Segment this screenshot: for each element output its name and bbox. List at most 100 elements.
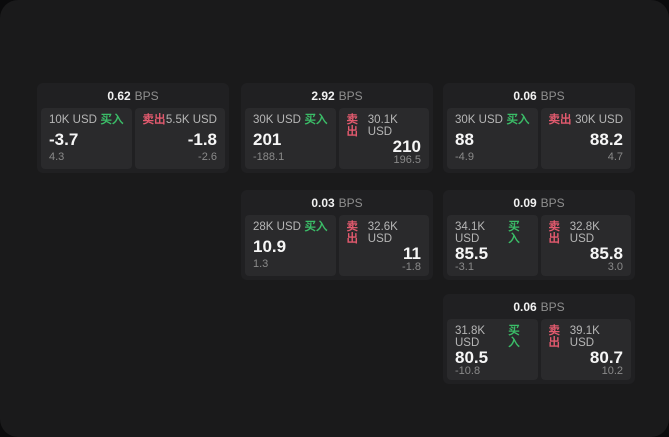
quote-card-body: 30K USD 买入 201 -188.1 卖出 30.1K USD 210 1… (241, 108, 433, 173)
sell-toprow: 卖出 32.6K USD (346, 221, 422, 245)
bps-header: 0.06 BPS (443, 83, 635, 108)
sell-toprow: 卖出 30K USD (548, 114, 624, 127)
sell-delta: -1.8 (402, 261, 421, 273)
buy-quote-panel[interactable]: 34.1K USD 买入 85.5 -3.1 (447, 215, 538, 276)
sell-delta: -2.6 (198, 151, 217, 163)
sell-price: 80.7 (589, 348, 623, 367)
sell-tag: 卖出 (346, 221, 359, 245)
sell-tag: 卖出 (142, 114, 166, 126)
buy-toprow: 34.1K USD 买入 (455, 221, 530, 245)
buy-notional: 34.1K USD (455, 221, 486, 245)
buy-tag: 买入 (508, 221, 520, 245)
sell-quote-panel[interactable]: 卖出 39.1K USD 80.7 10.2 (540, 319, 631, 380)
bps-header: 0.09 BPS (443, 190, 635, 215)
bps-unit-label: BPS (540, 299, 565, 314)
quote-card: 0.06 BPS 30K USD 买入 88 -4.9 卖出 30K USD 8… (443, 83, 635, 173)
buy-quote-panel[interactable]: 10K USD 买入 -3.7 4.3 (41, 108, 132, 169)
bps-unit-label: BPS (338, 88, 363, 103)
buy-tag: 买入 (506, 114, 530, 126)
sell-quote-panel[interactable]: 卖出 30.1K USD 210 196.5 (338, 108, 429, 169)
buy-notional: 30K USD (455, 114, 503, 126)
sell-quote-panel[interactable]: 卖出 5.5K USD -1.8 -2.6 (134, 108, 225, 169)
quote-card: 0.03 BPS 28K USD 买入 10.9 1.3 卖出 32.6K US… (241, 190, 433, 280)
buy-quote-panel[interactable]: 31.8K USD 买入 80.5 -10.8 (447, 319, 538, 380)
buy-tag: 买入 (304, 221, 328, 233)
buy-price: 10.9 (253, 236, 287, 256)
buy-price: -3.7 (49, 129, 79, 149)
buy-notional: 30K USD (253, 114, 301, 126)
buy-tag: 买入 (508, 325, 520, 349)
sell-delta: 10.2 (601, 365, 623, 377)
buy-toprow: 28K USD 买入 (253, 221, 328, 234)
sell-delta: 196.5 (393, 154, 421, 166)
sell-notional: 30.1K USD (367, 114, 398, 138)
sell-quote-panel[interactable]: 卖出 32.8K USD 85.8 3.0 (540, 215, 631, 276)
bps-value: 0.62 (107, 88, 131, 103)
bps-value: 0.03 (311, 195, 335, 210)
buy-quote-panel[interactable]: 28K USD 买入 10.9 1.3 (245, 215, 336, 276)
bps-header: 0.03 BPS (241, 190, 433, 215)
buy-delta: -188.1 (253, 151, 285, 163)
bps-value: 0.06 (513, 88, 537, 103)
buy-toprow: 10K USD 买入 (49, 114, 124, 127)
quote-card-body: 28K USD 买入 10.9 1.3 卖出 32.6K USD 11 -1.8 (241, 215, 433, 280)
buy-quote-panel[interactable]: 30K USD 买入 201 -188.1 (245, 108, 336, 169)
sell-price: 11 (403, 244, 421, 263)
bps-header: 0.06 BPS (443, 294, 635, 319)
buy-delta: 4.3 (49, 151, 65, 163)
buy-notional: 28K USD (253, 221, 301, 233)
sell-toprow: 卖出 5.5K USD (142, 114, 218, 127)
bps-unit-label: BPS (540, 88, 565, 103)
buy-toprow: 31.8K USD 买入 (455, 325, 530, 349)
buy-delta: -3.1 (455, 261, 474, 273)
sell-notional: 32.8K USD (569, 221, 600, 245)
sell-quote-panel[interactable]: 卖出 30K USD 88.2 4.7 (540, 108, 631, 169)
bps-header: 2.92 BPS (241, 83, 433, 108)
buy-toprow: 30K USD 买入 (253, 114, 328, 127)
quote-card-body: 31.8K USD 买入 80.5 -10.8 卖出 39.1K USD 80.… (443, 319, 635, 384)
quote-card-body: 34.1K USD 买入 85.5 -3.1 卖出 32.8K USD 85.8… (443, 215, 635, 280)
sell-notional: 32.6K USD (367, 221, 398, 245)
sell-delta: 4.7 (607, 151, 623, 163)
buy-delta: -10.8 (455, 365, 481, 377)
bps-header: 0.62 BPS (37, 83, 229, 108)
sell-notional: 39.1K USD (569, 325, 600, 349)
buy-price: 88 (455, 129, 474, 149)
buy-delta: -4.9 (455, 151, 474, 163)
sell-tag: 卖出 (346, 114, 359, 138)
buy-notional: 10K USD (49, 114, 97, 126)
bps-unit-label: BPS (540, 195, 565, 210)
buy-tag: 买入 (100, 114, 124, 126)
sell-notional: 5.5K USD (165, 114, 217, 126)
sell-tag: 卖出 (548, 325, 561, 349)
sell-price: -1.8 (187, 129, 217, 149)
bps-value: 0.09 (513, 195, 537, 210)
bps-value: 2.92 (311, 88, 335, 103)
bps-unit-label: BPS (134, 88, 159, 103)
quote-card: 0.06 BPS 31.8K USD 买入 80.5 -10.8 卖出 39.1… (443, 294, 635, 384)
buy-price: 85.5 (455, 244, 489, 263)
quote-card: 2.92 BPS 30K USD 买入 201 -188.1 卖出 30.1K … (241, 83, 433, 173)
sell-price: 88.2 (589, 129, 623, 149)
buy-notional: 31.8K USD (455, 325, 486, 349)
sell-tag: 卖出 (548, 114, 572, 126)
sell-notional: 30K USD (575, 114, 623, 126)
buy-delta: 1.3 (253, 258, 269, 270)
sell-toprow: 卖出 32.8K USD (549, 221, 624, 245)
quote-card: 0.62 BPS 10K USD 买入 -3.7 4.3 卖出 5.5K USD… (37, 83, 229, 173)
bps-value: 0.06 (513, 299, 537, 314)
buy-price: 201 (253, 129, 282, 149)
sell-price: 210 (392, 137, 421, 156)
sell-quote-panel[interactable]: 卖出 32.6K USD 11 -1.8 (338, 215, 429, 276)
buy-toprow: 30K USD 买入 (455, 114, 530, 127)
quote-card: 0.09 BPS 34.1K USD 买入 85.5 -3.1 卖出 32.8K… (443, 190, 635, 280)
quote-card-body: 30K USD 买入 88 -4.9 卖出 30K USD 88.2 4.7 (443, 108, 635, 173)
buy-tag: 买入 (304, 114, 328, 126)
sell-toprow: 卖出 30.1K USD (346, 114, 422, 138)
sell-delta: 3.0 (607, 261, 623, 273)
sell-toprow: 卖出 39.1K USD (548, 325, 624, 349)
sell-price: 85.8 (589, 244, 623, 263)
buy-price: 80.5 (455, 348, 489, 367)
buy-quote-panel[interactable]: 30K USD 买入 88 -4.9 (447, 108, 538, 169)
